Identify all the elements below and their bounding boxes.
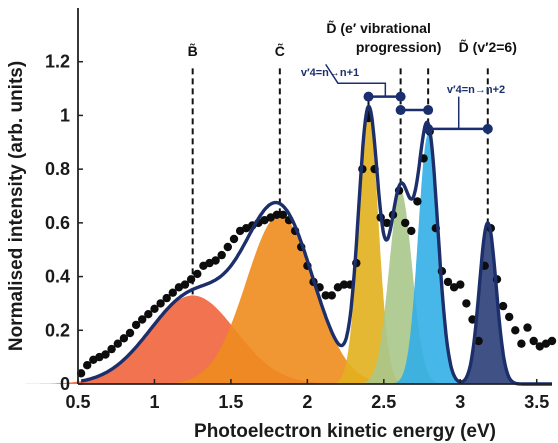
progression-connector-1 [325, 63, 387, 97]
data-point [327, 291, 336, 300]
x-tick-label: 3 [455, 392, 465, 412]
data-point [156, 299, 165, 308]
data-point [180, 280, 190, 289]
progression-node [423, 123, 434, 134]
data-point [229, 234, 239, 244]
data-point [547, 336, 557, 346]
progression-label-2: v′4=n→n+2 [447, 84, 505, 96]
data-point [339, 280, 349, 289]
y-tick-label: 0.2 [45, 320, 70, 340]
data-point [76, 369, 86, 378]
data-point [382, 218, 392, 228]
band-3 [328, 115, 409, 385]
y-axis-label: Normalised intensity (arb. units) [6, 61, 27, 351]
data-point [186, 275, 196, 284]
data-point [401, 218, 410, 228]
data-point [511, 326, 520, 335]
data-point [138, 315, 147, 324]
band-4 [354, 190, 447, 384]
annotation-b: B̃ [188, 42, 198, 59]
progression-links [325, 63, 493, 134]
annotation-d-v2: D̃ (v′2=6) [459, 38, 517, 55]
data-point [217, 250, 226, 260]
x-tick-label: 1.5 [218, 392, 243, 412]
progression-node [482, 123, 493, 134]
data-point [517, 339, 526, 348]
data-point [443, 277, 453, 287]
data-point [83, 361, 92, 370]
data-point [131, 320, 141, 330]
data-point [107, 344, 116, 354]
progression-node [395, 91, 406, 102]
data-point [101, 350, 110, 359]
x-tick-label: 2 [302, 392, 312, 412]
progression-label-1: v′4=n→n+1 [301, 67, 359, 79]
y-tick-label: 0.8 [45, 159, 70, 179]
x-axis-label: Photoelectron kinetic energy (eV) [194, 421, 496, 442]
data-point [278, 210, 288, 219]
fit-envelope [80, 104, 553, 386]
data-point [125, 328, 135, 338]
y-tick-label: 1.2 [45, 52, 70, 72]
annotation-d-progression-line1: D̃ (e′ vibrational [326, 19, 431, 36]
band-6 [454, 222, 522, 384]
x-tick-label: 1 [149, 392, 159, 412]
data-point [474, 336, 483, 346]
data-point [211, 256, 220, 265]
annotation-guide-lines [191, 68, 489, 296]
data-point [529, 336, 538, 346]
band-5 [388, 134, 468, 384]
data-point [505, 312, 514, 322]
data-point [523, 323, 532, 332]
progression-node [363, 91, 374, 102]
data-point [413, 197, 422, 206]
data-point [168, 288, 177, 297]
x-tick-label: 2.5 [371, 392, 396, 412]
data-point [272, 210, 281, 219]
data-point [144, 310, 153, 319]
data-point [321, 291, 330, 300]
y-tick-label: 0 [60, 374, 70, 394]
data-point [150, 304, 159, 313]
data-point [193, 269, 202, 279]
progression-node [423, 105, 434, 116]
fitted-bands [21, 115, 522, 385]
data-point [456, 280, 465, 289]
data-point [162, 293, 171, 303]
data-point [113, 339, 123, 348]
data-point [223, 242, 232, 252]
fit-line [80, 104, 553, 386]
annotation-c: C̃ [275, 42, 285, 59]
band-1 [21, 295, 364, 384]
progression-node [395, 105, 406, 116]
annotations: B̃ C̃ D̃ (e′ vibrational progression) D̃ (v′… [188, 19, 517, 96]
y-tick-label: 0.6 [45, 213, 70, 233]
data-point [119, 334, 129, 343]
data-point [498, 301, 508, 311]
annotation-d-progression-line2: progression) [356, 39, 442, 55]
y-tick-label: 1 [60, 105, 70, 125]
axes: 0.5 1 1.5 2 2.5 3 3.5 0 0.2 0.4 0.6 0.8 1 1.2 Photoele… [6, 8, 552, 442]
x-tick-label: 3.5 [524, 392, 549, 412]
x-tick-label: 0.5 [65, 392, 90, 412]
data-point [462, 299, 471, 308]
data-point [407, 226, 416, 236]
y-tick-label: 0.4 [45, 267, 70, 287]
band-2 [145, 214, 415, 384]
